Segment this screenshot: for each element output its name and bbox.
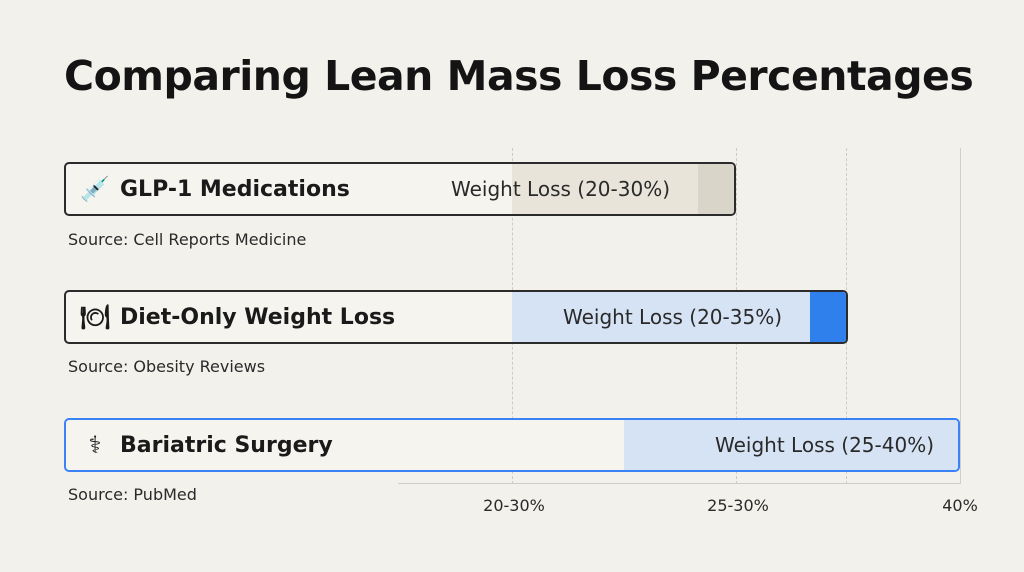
range-cap bbox=[810, 292, 846, 342]
range-fill bbox=[624, 420, 958, 470]
x-axis-line bbox=[398, 483, 960, 484]
chart-title: Comparing Lean Mass Loss Percentages bbox=[64, 52, 974, 100]
x-tick-label: 40% bbox=[942, 496, 978, 515]
category-text: Diet-Only Weight Loss bbox=[120, 304, 396, 330]
food-plate-icon: 🍽 bbox=[80, 303, 111, 331]
bar-category-label: 🍽 Diet-Only Weight Loss bbox=[80, 292, 395, 342]
bar-bariatric-surgery: ⚕ Bariatric Surgery Weight Loss (25-40%) bbox=[64, 418, 960, 472]
bar-glp-1-medications: 💉 GLP-1 Medications Weight Loss (20-30%) bbox=[64, 162, 736, 216]
bar-diet-only-weight-loss: 🍽 Diet-Only Weight Loss Weight Loss (20-35… bbox=[64, 290, 848, 344]
range-fill bbox=[512, 164, 734, 214]
range-label: Weight Loss (25-40%) bbox=[715, 433, 934, 457]
category-text: GLP-1 Medications bbox=[120, 176, 350, 202]
syringe-icon: 💉 bbox=[80, 175, 110, 203]
source-note: Source: Obesity Reviews bbox=[68, 357, 266, 376]
category-text: Bariatric Surgery bbox=[120, 432, 333, 458]
grid-line bbox=[960, 148, 961, 484]
source-note: Source: Cell Reports Medicine bbox=[68, 230, 307, 249]
range-fill bbox=[512, 292, 846, 342]
range-cap bbox=[698, 164, 734, 214]
range-label: Weight Loss (20-30%) bbox=[451, 177, 670, 201]
range-label: Weight Loss (20-35%) bbox=[563, 305, 782, 329]
caduceus-icon: ⚕ bbox=[88, 431, 102, 459]
source-note: Source: PubMed bbox=[68, 485, 197, 504]
bar-category-label: ⚕ Bariatric Surgery bbox=[80, 420, 333, 470]
x-tick-label: 20-30% bbox=[483, 496, 545, 515]
bar-category-label: 💉 GLP-1 Medications bbox=[80, 164, 350, 214]
x-tick-label: 25-30% bbox=[707, 496, 769, 515]
